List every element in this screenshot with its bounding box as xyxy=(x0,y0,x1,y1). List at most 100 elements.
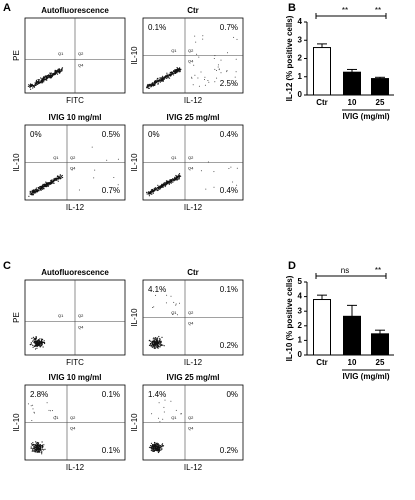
event-dot xyxy=(155,341,158,343)
event-dot xyxy=(151,448,153,451)
event-dot xyxy=(154,443,156,445)
event-dot xyxy=(39,445,41,447)
event-dot xyxy=(36,445,38,448)
event-dot xyxy=(33,411,35,413)
event-dot xyxy=(47,75,49,77)
event-dot xyxy=(191,76,193,78)
event-dot xyxy=(150,442,153,444)
event-dot xyxy=(151,346,153,348)
event-dot xyxy=(157,80,159,83)
plot-title: Ctr xyxy=(187,268,199,277)
quadrant-id: Q2 xyxy=(188,48,194,53)
event-dot xyxy=(165,77,168,79)
event-dot xyxy=(35,340,37,342)
quadrant-percent: 0.1% xyxy=(102,446,120,455)
event-dot xyxy=(157,443,159,445)
quadrant-percent: 0% xyxy=(30,130,42,139)
event-dot xyxy=(159,344,161,346)
x-tick-label: 10 xyxy=(348,98,357,107)
axis-label: IL-10 xyxy=(12,413,21,432)
event-dot xyxy=(28,84,30,86)
quadrant-percent: 0.4% xyxy=(220,130,238,139)
event-dot xyxy=(41,186,43,188)
event-dot xyxy=(234,84,235,86)
event-dot xyxy=(159,187,161,189)
event-dot xyxy=(42,185,44,187)
event-dot xyxy=(158,402,160,404)
event-dot xyxy=(39,449,42,451)
event-dot xyxy=(148,195,150,197)
event-dot xyxy=(42,188,44,190)
event-dot xyxy=(167,181,169,184)
event-dot xyxy=(38,444,40,447)
event-dot xyxy=(150,84,152,86)
event-dot xyxy=(174,71,176,73)
event-dot xyxy=(35,190,37,192)
event-dot xyxy=(155,339,157,341)
event-dot xyxy=(152,83,154,85)
event-dot xyxy=(175,304,177,306)
quadrant-percent: 0.1% xyxy=(220,285,238,294)
quadrant-id: Q1 xyxy=(53,155,59,160)
axis-label: FITC xyxy=(66,96,84,105)
quadrant-percent: 0.1% xyxy=(102,390,120,399)
event-dot xyxy=(33,338,35,340)
event-dot xyxy=(155,345,157,347)
event-dot xyxy=(93,177,95,179)
event-dot xyxy=(30,191,32,193)
flow-plot: Autofluorescence FITC PE Q1 Q2 Q4 xyxy=(12,6,126,105)
event-dot xyxy=(177,176,179,178)
event-dot xyxy=(158,342,160,344)
event-dot xyxy=(217,64,219,66)
event-dot xyxy=(57,69,59,71)
event-dot xyxy=(45,75,47,77)
event-dot xyxy=(42,346,44,348)
event-dot xyxy=(156,450,158,452)
panel-label: A xyxy=(3,2,11,14)
event-dot xyxy=(179,71,181,73)
event-dot xyxy=(148,87,150,89)
event-dot xyxy=(160,79,162,81)
event-dot xyxy=(152,447,154,449)
event-dot xyxy=(59,174,61,176)
event-dot xyxy=(43,79,45,81)
axis-label: PE xyxy=(12,50,21,61)
event-dot xyxy=(154,446,156,448)
event-dot xyxy=(50,77,53,79)
event-dot xyxy=(33,447,35,449)
event-dot xyxy=(179,302,180,304)
event-dot xyxy=(43,341,45,343)
axis-label: IL-10 xyxy=(130,46,139,65)
event-dot xyxy=(166,76,168,78)
event-dot xyxy=(35,82,37,84)
axis-label: IL-10 xyxy=(130,153,139,172)
event-dot xyxy=(178,67,181,69)
event-dot xyxy=(37,83,39,85)
event-dot xyxy=(39,447,42,450)
event-dot xyxy=(59,176,61,178)
event-dot xyxy=(34,189,36,191)
event-dot xyxy=(42,78,44,80)
event-dot xyxy=(161,447,163,449)
bar xyxy=(313,47,331,96)
event-dot xyxy=(154,444,157,447)
event-dot xyxy=(175,174,177,177)
event-dot xyxy=(163,411,165,413)
x-tick-label: 25 xyxy=(376,98,385,107)
event-dot xyxy=(35,337,38,339)
quadrant-percent: 0.2% xyxy=(220,341,238,350)
event-dot xyxy=(32,449,34,451)
event-dot xyxy=(33,345,36,348)
event-dot xyxy=(148,340,150,342)
quadrant-percent: 0% xyxy=(226,390,238,399)
event-dot xyxy=(159,421,161,423)
axis-title: IVIG (mg/ml) xyxy=(342,112,389,121)
event-dot xyxy=(200,71,202,73)
quadrant-id: Q4 xyxy=(78,62,84,67)
event-dot xyxy=(60,175,62,177)
event-dot xyxy=(34,451,36,453)
event-dot xyxy=(173,74,175,76)
axis-title: IVIG (mg/ml) xyxy=(342,372,389,381)
event-dot xyxy=(36,188,38,191)
event-dot xyxy=(33,445,35,447)
